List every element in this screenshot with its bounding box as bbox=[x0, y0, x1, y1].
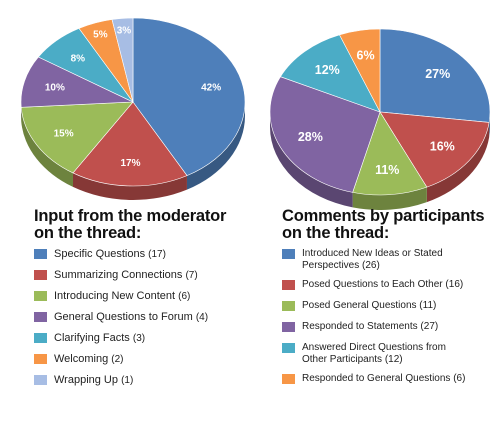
legend-label: Welcoming (2) bbox=[54, 353, 124, 365]
pie-0-slice-0 bbox=[132, 17, 246, 176]
legend-count: (27) bbox=[420, 321, 439, 332]
legend-count: (16) bbox=[445, 279, 464, 290]
legend-item: General Questions to Forum (4) bbox=[34, 311, 254, 332]
legend-label: Responded to Statements (27) bbox=[302, 321, 439, 332]
moderator-legend-panel: Input from the moderator on the thread: … bbox=[34, 208, 254, 395]
pie-charts: 42% 17% 15% 10% 8% 5% 3% 27% 16% 11% 28% 12% 6% bbox=[20, 17, 491, 210]
legend-count: (6) bbox=[453, 373, 466, 384]
pie-0-label-5: 5% bbox=[93, 30, 108, 41]
pie-0-label-0: 42% bbox=[201, 82, 221, 93]
legend-label: Wrapping Up (1) bbox=[54, 374, 134, 386]
legend-swatch bbox=[34, 270, 47, 280]
legend-swatch bbox=[282, 301, 295, 311]
legend-count: (1) bbox=[121, 375, 134, 386]
legend-count: (4) bbox=[195, 312, 209, 323]
legend-item: Responded to General Questions (6) bbox=[282, 373, 497, 385]
legend-label: Posed General Questions (11) bbox=[302, 300, 437, 311]
pie-1-label-5: 6% bbox=[357, 48, 375, 62]
legend-item: Welcoming (2) bbox=[34, 353, 254, 374]
legend-swatch bbox=[34, 354, 47, 364]
pie-0-label-6: 3% bbox=[117, 26, 132, 37]
legend-swatch bbox=[34, 312, 47, 322]
pie-0-slice-0-side bbox=[186, 102, 245, 190]
legend-item: Specific Questions (17) bbox=[34, 248, 254, 269]
legend-swatch bbox=[282, 280, 295, 290]
participants-chart-title: Comments by participants on the thread: bbox=[282, 207, 485, 242]
pie-1-label-1: 16% bbox=[430, 140, 455, 154]
legend-item: Answered Direct Questions from Other Par… bbox=[282, 342, 497, 366]
pie-0-label-4: 8% bbox=[71, 53, 86, 64]
legend-item: Clarifying Facts (3) bbox=[34, 332, 254, 353]
moderator-pie: 42% 17% 15% 10% 8% 5% 3% bbox=[20, 17, 246, 200]
legend-count: (6) bbox=[178, 291, 191, 302]
legend-swatch bbox=[282, 374, 295, 384]
legend-label: Answered Direct Questions from Other Par… bbox=[302, 342, 446, 365]
legend-swatch bbox=[282, 343, 295, 353]
legend-swatch bbox=[34, 333, 47, 343]
pie-1-label-4: 12% bbox=[315, 63, 340, 77]
legend-item: Responded to Statements (27) bbox=[282, 321, 497, 333]
pie-1-slice-0 bbox=[379, 28, 491, 123]
participants-legend-panel: Comments by participants on the thread: … bbox=[282, 208, 497, 394]
legend-label: Summarizing Connections (7) bbox=[54, 269, 198, 281]
legend-item: Introducing New Content (6) bbox=[34, 290, 254, 311]
pie-1-slice-3 bbox=[269, 76, 381, 193]
legend-count: (3) bbox=[132, 333, 146, 344]
legend-count: (26) bbox=[362, 260, 380, 271]
participants-legend: Introduced New Ideas or Stated Perspecti… bbox=[282, 248, 497, 385]
legend-label: Clarifying Facts (3) bbox=[54, 332, 146, 344]
legend-label: Responded to General Questions (6) bbox=[302, 373, 466, 384]
participants-pie: 27% 16% 11% 28% 12% 6% bbox=[269, 28, 491, 210]
legend-label: Introducing New Content (6) bbox=[54, 290, 191, 302]
legend-count: (11) bbox=[419, 300, 437, 311]
pie-0-slice-1-side bbox=[72, 172, 187, 200]
pie-1-slice-1-side bbox=[426, 122, 490, 203]
pie-1-label-0: 27% bbox=[425, 67, 450, 81]
pie-0-label-1: 17% bbox=[120, 158, 140, 169]
pie-1-label-3: 28% bbox=[298, 130, 323, 144]
legend-label: General Questions to Forum (4) bbox=[54, 311, 209, 323]
pie-0-slice-2 bbox=[20, 101, 134, 174]
pie-0-slice-1 bbox=[72, 101, 188, 187]
moderator-legend: Specific Questions (17) Summarizing Conne… bbox=[34, 248, 254, 395]
legend-label: Introduced New Ideas or Stated Perspecti… bbox=[302, 248, 443, 271]
legend-item: Introduced New Ideas or Stated Perspecti… bbox=[282, 248, 497, 272]
legend-swatch bbox=[34, 375, 47, 385]
legend-item: Posed Questions to Each Other (16) bbox=[282, 279, 497, 291]
pie-1-slice-3-side bbox=[270, 112, 353, 208]
pie-0-label-2: 15% bbox=[54, 128, 74, 139]
legend-swatch bbox=[34, 291, 47, 301]
pie-1-slice-1 bbox=[379, 111, 490, 188]
legend-item: Posed General Questions (11) bbox=[282, 300, 497, 312]
pie-0-slice-2-side bbox=[21, 107, 73, 187]
pie-1-slice-2-side bbox=[352, 187, 427, 210]
pie-1-slice-2 bbox=[352, 111, 428, 196]
pie-0-label-3: 10% bbox=[45, 82, 65, 93]
legend-item: Wrapping Up (1) bbox=[34, 374, 254, 395]
pie-1-slice-5 bbox=[339, 28, 381, 113]
legend-swatch bbox=[34, 249, 47, 259]
legend-item: Summarizing Connections (7) bbox=[34, 269, 254, 290]
legend-label: Specific Questions (17) bbox=[54, 248, 166, 260]
pie-0-slice-6 bbox=[111, 17, 134, 103]
legend-count: (7) bbox=[185, 270, 198, 281]
legend-label: Posed Questions to Each Other (16) bbox=[302, 279, 464, 290]
legend-swatch bbox=[282, 249, 295, 259]
pie-1-slice-4 bbox=[280, 34, 381, 113]
pie-1-label-2: 11% bbox=[375, 163, 399, 177]
legend-swatch bbox=[282, 322, 295, 332]
legend-count: (17) bbox=[148, 249, 166, 260]
moderator-chart-title: Input from the moderator on the thread: bbox=[34, 207, 227, 242]
legend-count: (2) bbox=[111, 354, 124, 365]
legend-count: (12) bbox=[384, 354, 403, 365]
